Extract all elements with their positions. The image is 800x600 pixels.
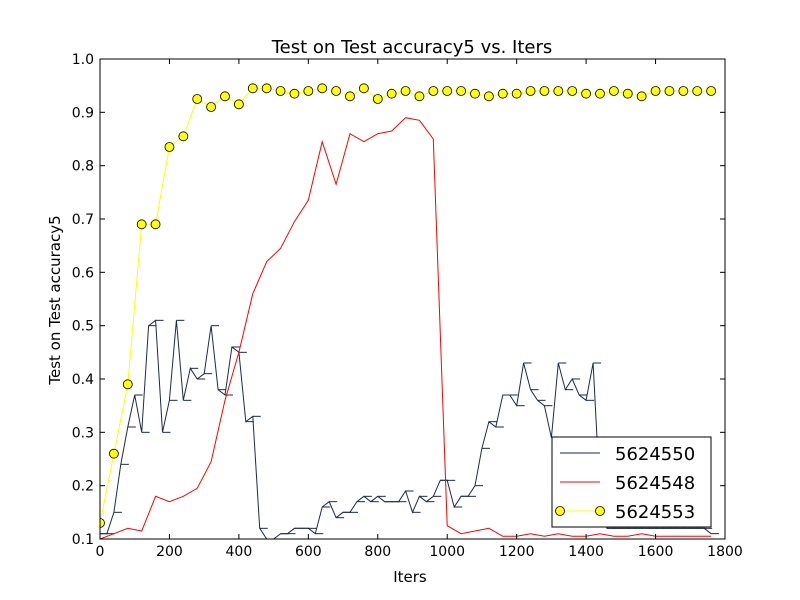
data-point bbox=[581, 88, 592, 99]
data-point bbox=[428, 86, 439, 96]
chart-title: Test on Test accuracy5 vs. Iters bbox=[271, 37, 553, 58]
series-layer bbox=[100, 83, 720, 539]
data-point bbox=[622, 88, 633, 99]
data-point bbox=[386, 88, 397, 99]
data-point bbox=[372, 94, 383, 104]
data-point bbox=[345, 91, 355, 102]
legend-label: 5624553 bbox=[615, 502, 695, 523]
y-tick-label: 0.4 bbox=[72, 372, 94, 388]
y-axis-label: Test on Test accuracy5 bbox=[46, 215, 64, 385]
data-point bbox=[289, 88, 300, 99]
x-tick-label: 0 bbox=[96, 544, 105, 560]
data-point bbox=[414, 91, 425, 102]
legend: 5624550 5624548 5624553 bbox=[551, 436, 712, 528]
y-tick-label: 0.7 bbox=[72, 212, 94, 228]
data-point bbox=[636, 91, 647, 102]
data-point bbox=[136, 219, 147, 230]
data-point bbox=[539, 86, 550, 96]
y-tick-label: 0.3 bbox=[72, 425, 94, 441]
data-point bbox=[108, 448, 119, 459]
data-point bbox=[553, 86, 564, 96]
x-tick-label: 1000 bbox=[429, 544, 465, 560]
legend-entry: 5624550 bbox=[560, 444, 695, 465]
data-point bbox=[650, 86, 661, 96]
data-point bbox=[456, 86, 467, 96]
y-tick-label: 0.6 bbox=[72, 265, 94, 281]
x-tick-label: 1400 bbox=[568, 544, 604, 560]
y-tick-label: 0.5 bbox=[72, 319, 94, 335]
series-5624553 bbox=[100, 83, 717, 528]
data-point bbox=[233, 99, 244, 110]
x-tick-label: 1200 bbox=[499, 544, 535, 560]
legend-entry: 5624553 bbox=[555, 502, 695, 523]
x-tick-label: 1800 bbox=[707, 544, 743, 560]
data-point bbox=[100, 518, 105, 528]
data-point bbox=[567, 86, 578, 96]
legend-label: 5624550 bbox=[615, 444, 695, 465]
data-point bbox=[247, 83, 258, 94]
data-point bbox=[331, 86, 342, 96]
data-point bbox=[164, 142, 175, 152]
data-point bbox=[206, 102, 217, 112]
x-tick-label: 400 bbox=[226, 544, 253, 560]
data-point bbox=[706, 86, 717, 96]
y-tick-label: 1.0 bbox=[72, 52, 94, 68]
legend-label: 5624548 bbox=[615, 473, 695, 494]
x-axis-label: Iters bbox=[393, 568, 427, 586]
data-point bbox=[442, 86, 453, 96]
data-point bbox=[595, 88, 605, 99]
series-line-5624548 bbox=[100, 117, 712, 539]
data-point bbox=[220, 91, 230, 102]
data-point bbox=[122, 379, 133, 390]
data-point bbox=[525, 86, 536, 96]
data-point bbox=[497, 88, 508, 99]
data-point bbox=[511, 88, 522, 99]
data-point bbox=[178, 131, 189, 142]
data-point bbox=[678, 86, 689, 96]
data-point bbox=[150, 219, 161, 230]
x-tick-label: 200 bbox=[156, 544, 183, 560]
y-tick-label: 0.9 bbox=[72, 105, 94, 121]
y-tick-label: 0.1 bbox=[72, 532, 94, 548]
x-tick-label: 600 bbox=[295, 544, 322, 560]
x-tick-label: 800 bbox=[364, 544, 391, 560]
data-point bbox=[692, 86, 703, 96]
legend-marker bbox=[555, 506, 565, 516]
plot-frame bbox=[99, 58, 726, 540]
data-point bbox=[275, 86, 286, 96]
data-point bbox=[400, 86, 411, 96]
data-point bbox=[358, 83, 369, 94]
data-point bbox=[317, 83, 328, 94]
data-point bbox=[483, 91, 494, 102]
data-point bbox=[664, 86, 675, 96]
data-point bbox=[261, 83, 272, 94]
legend-marker bbox=[595, 506, 605, 516]
y-tick-label: 0.2 bbox=[72, 479, 94, 495]
tick-layer: 0 200 400 600 800 1000 1200 1400 1600 1800 0.1 0.2 0… bbox=[72, 52, 743, 560]
y-tick-label: 0.8 bbox=[72, 159, 94, 175]
data-point bbox=[192, 94, 203, 104]
legend-entry: 5624548 bbox=[560, 473, 695, 494]
x-tick-label: 1600 bbox=[638, 544, 674, 560]
data-point bbox=[608, 86, 619, 96]
data-point bbox=[470, 88, 480, 99]
series-5624548 bbox=[100, 117, 712, 539]
data-point bbox=[303, 86, 314, 96]
series-5624550 bbox=[100, 319, 720, 539]
